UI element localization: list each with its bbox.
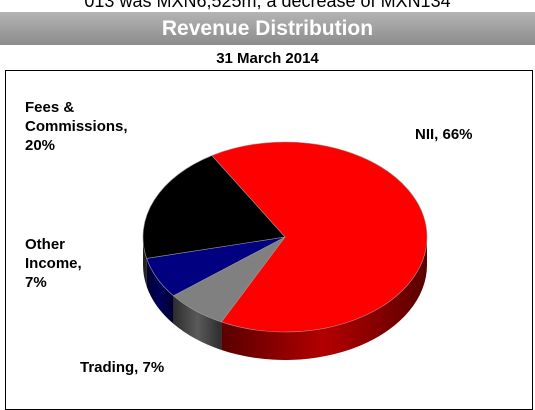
slice (211, 141, 428, 333)
cropped-text: 013 was MXN6,525m, a decrease of MXN134 (84, 0, 451, 11)
chart-subtitle: 31 March 2014 (216, 50, 319, 67)
slice-label: Trading, 7% (80, 359, 165, 376)
slice-side (173, 295, 222, 350)
slice-label: Other Income, 7% (25, 236, 82, 291)
slice (142, 155, 286, 259)
slice-label: Fees & Commissions, 20% (25, 99, 128, 154)
chart-title: Revenue Distribution (0, 12, 535, 45)
slice-label: NII, 66% (415, 126, 473, 143)
slice-side (146, 258, 174, 324)
slice-side (221, 237, 427, 360)
